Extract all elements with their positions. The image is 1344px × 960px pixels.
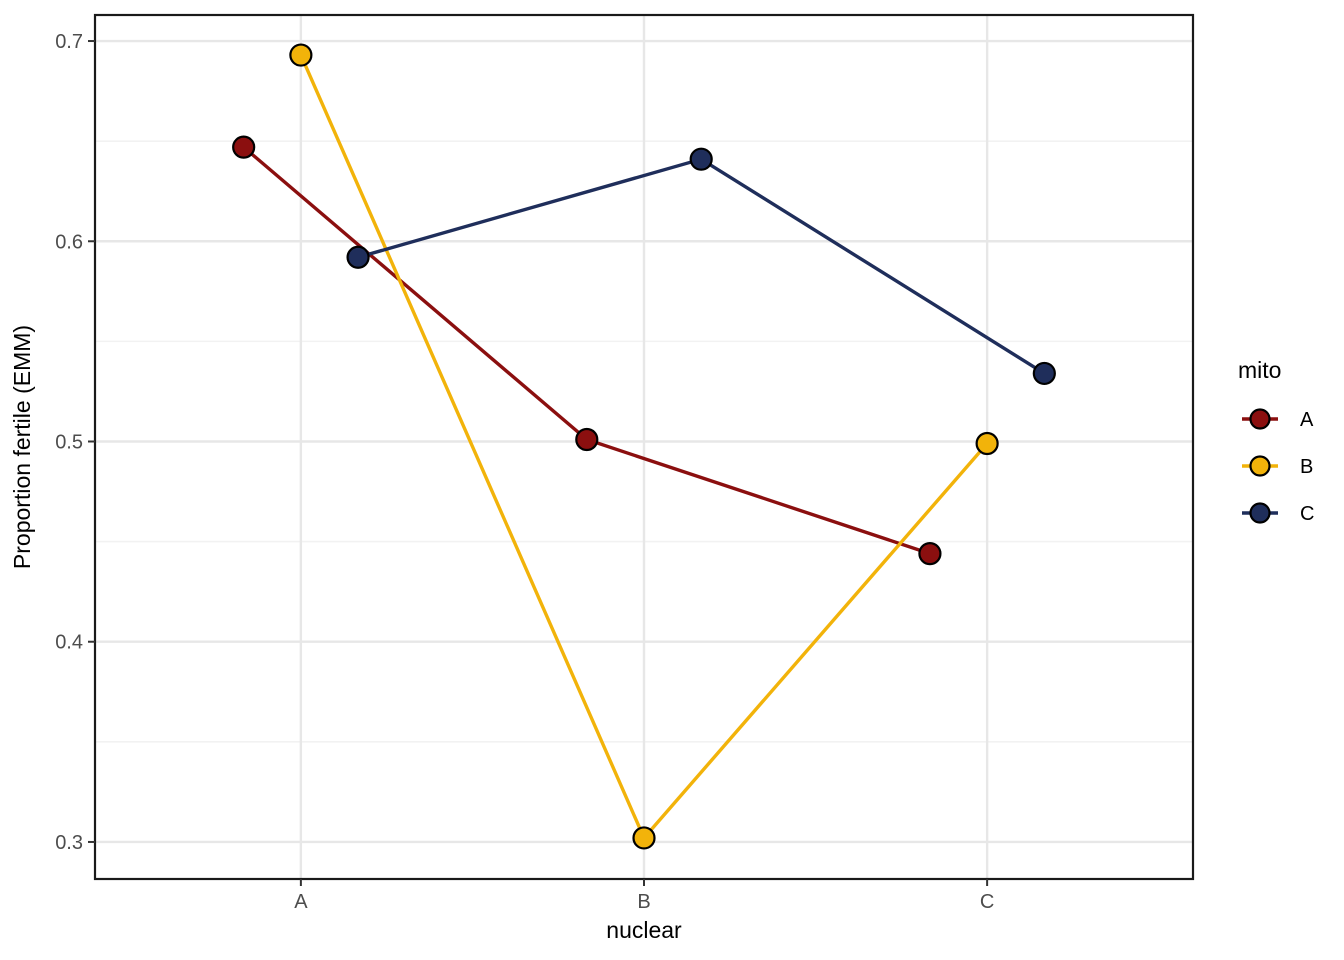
legend-item-label: C — [1300, 503, 1314, 525]
x-tick-label: C — [980, 891, 994, 913]
y-tick-label: 0.5 — [55, 431, 83, 453]
y-tick-label: 0.6 — [55, 231, 83, 253]
y-axis-title: Proportion fertile (EMM) — [9, 325, 35, 569]
legend-key-point-A — [1249, 408, 1271, 430]
legend-item-label: A — [1300, 409, 1314, 431]
x-axis: A B C — [294, 879, 994, 913]
gridlines-major — [95, 15, 1193, 879]
x-axis-title: nuclear — [606, 917, 682, 943]
data-point-A — [918, 542, 942, 566]
data-point-C — [1032, 361, 1056, 386]
legend-item-label: B — [1300, 456, 1313, 478]
x-tick-label: A — [294, 891, 308, 913]
y-tick-label: 0.7 — [55, 31, 83, 53]
legend-title: mito — [1238, 357, 1281, 383]
legend: mito A B C — [1238, 357, 1314, 525]
data-point-A — [232, 135, 256, 159]
data-point-B — [975, 431, 999, 456]
legend-items: A B C — [1242, 408, 1314, 525]
y-tick-label: 0.4 — [55, 632, 83, 654]
legend-key-point-B — [1249, 455, 1271, 477]
y-axis: 0.3 0.4 0.5 0.6 0.7 — [55, 31, 95, 854]
x-tick-label: B — [637, 891, 650, 913]
data-point-B — [632, 826, 656, 850]
data-point-C — [689, 147, 713, 171]
legend-key-point-C — [1249, 502, 1271, 524]
series-points — [232, 43, 1056, 850]
panel — [93, 13, 1195, 881]
y-tick-label: 0.3 — [55, 832, 83, 854]
data-point-A — [575, 427, 599, 452]
data-point-B — [289, 43, 313, 67]
data-point-C — [346, 245, 370, 269]
